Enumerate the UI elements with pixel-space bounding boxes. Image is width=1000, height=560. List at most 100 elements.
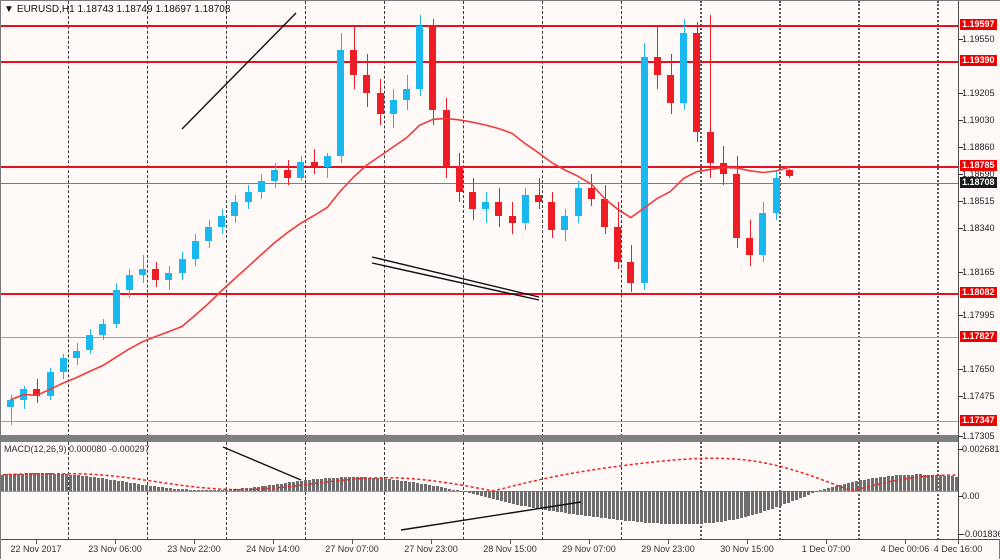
macd-bar: [392, 479, 396, 491]
macd-bar: [488, 491, 491, 499]
macd-bar: [627, 491, 631, 522]
macd-bar: [140, 484, 144, 491]
macd-label: MACD(12,26,9) 0.000080 -0.000297: [4, 444, 150, 454]
price-level-badge[interactable]: 1.18785: [960, 160, 997, 171]
price-level-badge[interactable]: 1.19390: [960, 55, 997, 66]
candle-body: [521, 195, 529, 224]
macd-bar: [320, 478, 324, 491]
macd-bar: [591, 491, 595, 517]
time-axis[interactable]: 22 Nov 2017 23 Nov 06:00 23 Nov 22:00 24 No…: [1, 539, 999, 560]
macd-bar: [404, 481, 408, 491]
price-level-line[interactable]: [1, 25, 959, 27]
macd-bar: [839, 485, 843, 491]
macd-bar: [843, 484, 847, 491]
macd-bar: [835, 486, 839, 491]
macd-bar: [687, 491, 691, 525]
price-level-line[interactable]: [1, 337, 959, 338]
price-axis-tick: [959, 369, 963, 370]
candle-body: [785, 169, 793, 177]
time-axis-tick: [826, 540, 827, 544]
macd-bar: [344, 477, 348, 491]
candle-body: [350, 50, 358, 76]
macd-bar: [1, 474, 4, 491]
macd-bar: [523, 491, 527, 507]
price-level-badge[interactable]: 1.17827: [960, 331, 997, 342]
gridline-vertical: [621, 1, 622, 437]
candle-body: [310, 161, 318, 167]
price-level-badge[interactable]: 1.17347: [960, 415, 997, 426]
price-level-badge[interactable]: 1.19597: [960, 19, 997, 30]
candle-body: [125, 274, 133, 291]
price-level-line[interactable]: [1, 421, 959, 422]
candle-body: [231, 202, 239, 217]
macd-bar: [751, 491, 755, 515]
macd-bar: [535, 491, 539, 509]
price-axis-tick: [959, 272, 963, 273]
macd-bar: [184, 489, 188, 491]
triangle-down-icon[interactable]: ▼: [4, 4, 14, 15]
candle-body: [416, 25, 424, 90]
macd-bar: [24, 473, 28, 491]
macd-indicator-pane[interactable]: MACD(12,26,9) 0.000080 -0.000297: [1, 442, 959, 540]
price-level-badge[interactable]: 1.18082: [960, 287, 997, 298]
pane-separator[interactable]: [1, 435, 959, 442]
macd-bar: [52, 473, 56, 491]
price-axis-label: 1.17305: [962, 431, 995, 441]
price-level-line[interactable]: [1, 183, 959, 184]
macd-bar: [759, 491, 763, 513]
macd-bar: [304, 480, 308, 491]
price-axis-label: 1.17650: [962, 364, 995, 374]
macd-bar: [891, 475, 895, 491]
macd-bar: [955, 476, 958, 491]
price-axis-label: 1.18860: [962, 142, 995, 152]
price-level-line[interactable]: [1, 166, 959, 168]
price-chart-pane[interactable]: [1, 1, 959, 437]
macd-bar: [675, 491, 679, 525]
time-axis-label: 30 Nov 15:00: [720, 544, 774, 554]
candle-body: [772, 177, 780, 213]
macd-bar: [607, 491, 611, 519]
macd-bar: [823, 489, 827, 491]
candle-body: [574, 188, 582, 217]
macd-bar: [787, 491, 791, 503]
macd-bar: [60, 474, 64, 491]
current-price-badge[interactable]: 1.18708: [960, 177, 997, 188]
macd-bar: [587, 491, 591, 517]
price-axis-tick: [959, 201, 963, 202]
candle-wick: [143, 255, 144, 284]
macd-bar: [136, 483, 140, 491]
macd-axis-label: -0.001836: [962, 529, 1000, 539]
macd-bar: [268, 485, 272, 491]
macd-bar: [659, 491, 663, 524]
macd-bar: [464, 491, 467, 493]
price-axis-label: 1.19550: [962, 34, 995, 44]
macd-bar: [779, 491, 783, 506]
moving-average-line: [10, 117, 790, 401]
time-axis-label: 29 Nov 07:00: [562, 544, 616, 554]
macd-bar: [384, 478, 388, 491]
macd-axis-label: 0.002681: [962, 444, 1000, 454]
macd-signal-line: [2, 457, 957, 492]
price-axis[interactable]: 1.19550 1.19205 1.19030 1.18860 1.18690 1.185…: [959, 1, 1000, 539]
macd-bar: [811, 491, 815, 494]
macd-bar: [436, 486, 440, 491]
macd-bar: [236, 488, 240, 491]
candle-body: [601, 198, 608, 227]
macd-bar: [919, 474, 923, 491]
macd-bar: [264, 485, 268, 491]
time-axis-tick: [194, 540, 195, 544]
candle-body: [508, 216, 516, 224]
candle-body: [139, 269, 146, 275]
gridline-vertical: [463, 1, 464, 437]
macd-bar: [579, 491, 583, 516]
candle-body: [46, 371, 54, 397]
macd-bar: [719, 491, 723, 522]
price-level-line[interactable]: [1, 61, 959, 63]
macd-bar: [711, 491, 715, 523]
macd-bar: [204, 490, 208, 492]
price-axis-tick: [959, 315, 963, 316]
macd-bar: [819, 490, 823, 492]
macd-bar: [879, 477, 883, 491]
macd-bar: [947, 475, 950, 491]
price-level-line[interactable]: [1, 293, 959, 295]
